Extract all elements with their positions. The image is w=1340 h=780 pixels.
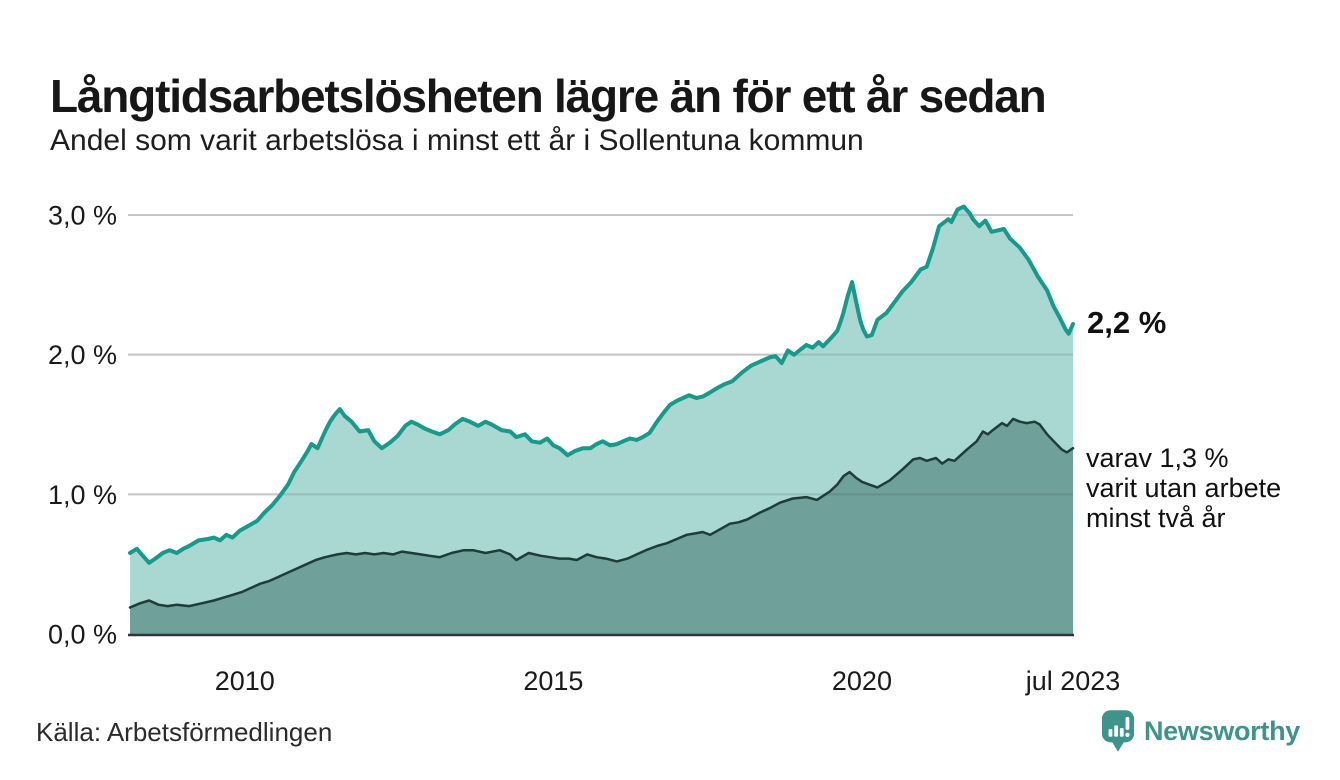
- y-tick-label: 2,0 %: [48, 340, 117, 370]
- source-credit: Källa: Arbetsförmedlingen: [36, 717, 333, 747]
- series-lines: [128, 204, 1075, 609]
- newsworthy-brand: Newsworthy: [1101, 708, 1300, 754]
- gridlines-overlay: [128, 214, 1073, 496]
- x-tick-label: 2020: [832, 666, 892, 696]
- area-fill-series2: [130, 418, 1073, 634]
- page-title: Långtidsarbetslösheten lägre än för ett …: [50, 69, 1047, 122]
- line-series1: [128, 204, 1075, 565]
- x-tick-label: 2015: [523, 666, 583, 696]
- area-fills: [130, 206, 1073, 634]
- two-year-series-annotation: varav 1,3 % varit utan arbete minst två …: [1086, 443, 1282, 533]
- newsworthy-wordmark: Newsworthy: [1143, 715, 1300, 746]
- y-tick-label: 0,0 %: [48, 620, 117, 650]
- newsworthy-logo-icon: [1101, 710, 1135, 752]
- line-series2: [128, 417, 1075, 609]
- y-tick-label: 3,0 %: [48, 201, 117, 231]
- x-tick-label: jul 2023: [1025, 666, 1121, 696]
- latest-value-annotation: 2,2 %: [1087, 305, 1167, 340]
- chart-subtitle: Andel som varit arbetslösa i minst ett å…: [50, 124, 864, 157]
- x-tick-label: 2010: [215, 666, 275, 696]
- tick-labels: 0,0 % 1,0 % 2,0 % 3,0 % 2010 2015 2020 jul 2023: [48, 201, 1120, 697]
- y-tick-label: 1,0 %: [48, 480, 117, 510]
